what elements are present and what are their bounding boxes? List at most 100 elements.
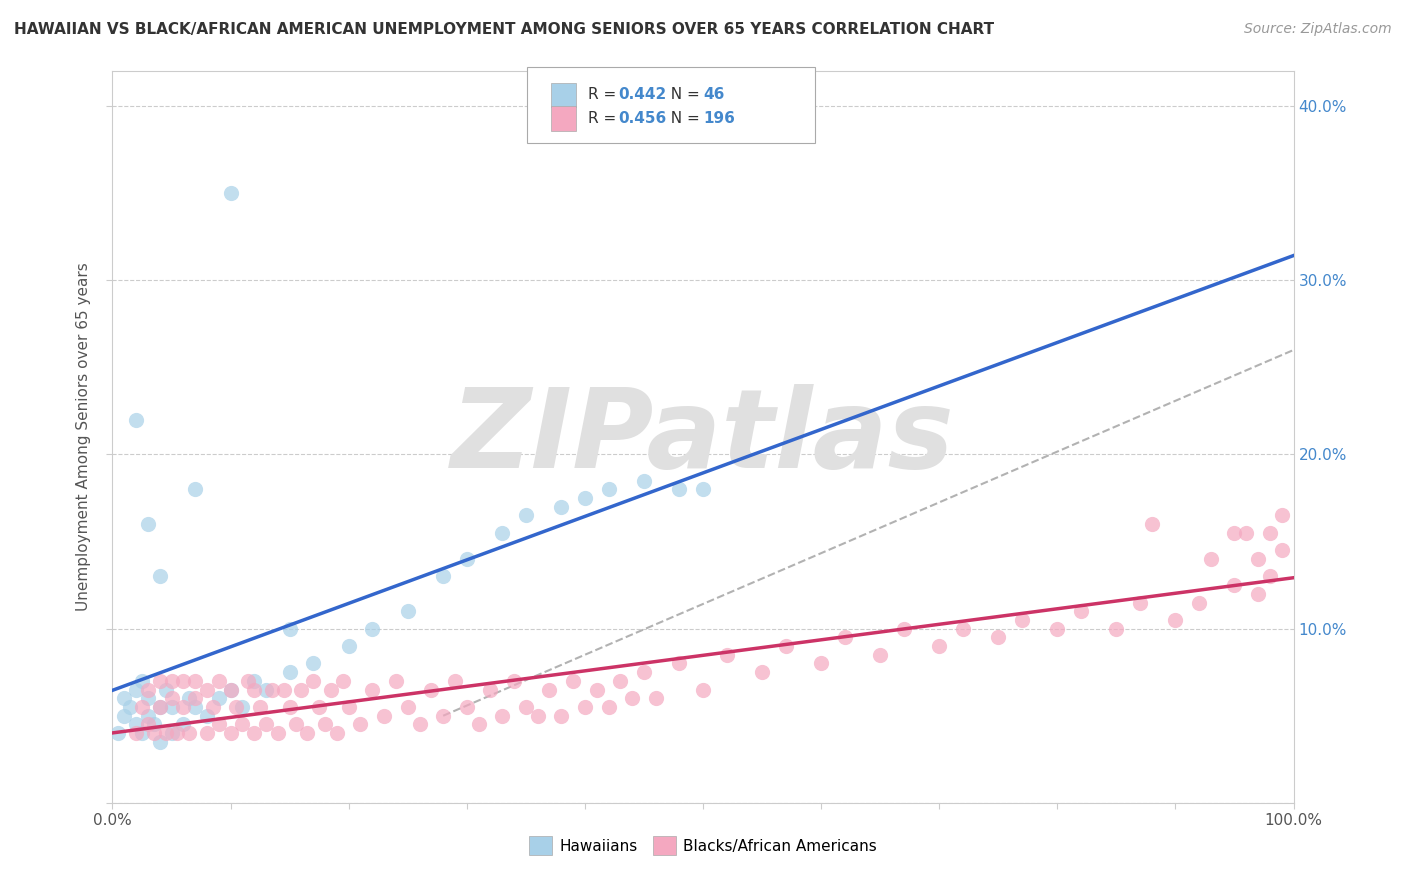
- Point: [149, 735, 172, 749]
- Point: [396, 604, 419, 618]
- Point: [278, 665, 301, 680]
- Point: [125, 726, 148, 740]
- Point: [125, 717, 148, 731]
- Point: [1046, 622, 1069, 636]
- Point: [149, 673, 172, 688]
- Point: [195, 726, 218, 740]
- Point: [254, 717, 277, 731]
- Point: [166, 726, 188, 740]
- Text: Source: ZipAtlas.com: Source: ZipAtlas.com: [1244, 22, 1392, 37]
- Point: [1271, 508, 1294, 523]
- Point: [1223, 578, 1246, 592]
- Point: [131, 673, 153, 688]
- Point: [598, 483, 620, 497]
- Point: [1070, 604, 1092, 618]
- Point: [243, 673, 266, 688]
- Point: [574, 491, 596, 505]
- Point: [160, 673, 183, 688]
- Point: [456, 552, 478, 566]
- Point: [155, 682, 177, 697]
- Point: [609, 673, 631, 688]
- Point: [314, 717, 336, 731]
- Point: [243, 682, 266, 697]
- Point: [302, 657, 325, 671]
- Point: [385, 673, 408, 688]
- Point: [254, 682, 277, 697]
- Point: [633, 665, 655, 680]
- Point: [225, 700, 247, 714]
- Point: [396, 700, 419, 714]
- Point: [337, 639, 360, 653]
- Point: [125, 682, 148, 697]
- Point: [136, 717, 159, 731]
- Point: [112, 708, 135, 723]
- Point: [893, 622, 915, 636]
- Point: [1129, 595, 1152, 609]
- Point: [1164, 613, 1187, 627]
- Point: [479, 682, 502, 697]
- Point: [136, 517, 159, 532]
- Point: [668, 483, 690, 497]
- Point: [326, 726, 349, 740]
- Text: ZIPatlas: ZIPatlas: [451, 384, 955, 491]
- Point: [160, 726, 183, 740]
- Point: [219, 682, 242, 697]
- Point: [149, 700, 172, 714]
- Point: [1247, 587, 1270, 601]
- Point: [1011, 613, 1033, 627]
- Point: [195, 682, 218, 697]
- Text: N =: N =: [661, 87, 704, 103]
- Point: [562, 673, 585, 688]
- Text: HAWAIIAN VS BLACK/AFRICAN AMERICAN UNEMPLOYMENT AMONG SENIORS OVER 65 YEARS CORR: HAWAIIAN VS BLACK/AFRICAN AMERICAN UNEMP…: [14, 22, 994, 37]
- Point: [238, 673, 260, 688]
- Point: [869, 648, 891, 662]
- Point: [692, 483, 714, 497]
- Point: [1258, 569, 1281, 583]
- Point: [142, 726, 165, 740]
- Point: [1247, 552, 1270, 566]
- Point: [526, 708, 548, 723]
- Point: [1188, 595, 1211, 609]
- Point: [273, 682, 295, 697]
- Point: [1105, 622, 1128, 636]
- Legend: Hawaiians, Blacks/African Americans: Hawaiians, Blacks/African Americans: [523, 830, 883, 861]
- Point: [136, 691, 159, 706]
- Text: 46: 46: [703, 87, 724, 103]
- Point: [149, 700, 172, 714]
- Point: [408, 717, 430, 731]
- Point: [444, 673, 467, 688]
- Point: [1199, 552, 1222, 566]
- Point: [290, 682, 312, 697]
- Point: [302, 673, 325, 688]
- Point: [136, 708, 159, 723]
- Point: [179, 691, 201, 706]
- Point: [208, 717, 231, 731]
- Point: [125, 412, 148, 426]
- Point: [172, 700, 194, 714]
- Point: [278, 622, 301, 636]
- Point: [668, 657, 690, 671]
- Point: [160, 691, 183, 706]
- Point: [361, 682, 384, 697]
- Point: [160, 700, 183, 714]
- Point: [550, 500, 572, 514]
- Point: [456, 700, 478, 714]
- Point: [112, 691, 135, 706]
- Point: [249, 700, 271, 714]
- Point: [184, 673, 207, 688]
- Point: [810, 657, 832, 671]
- Point: [208, 691, 231, 706]
- Point: [1223, 525, 1246, 540]
- Text: 196: 196: [703, 111, 735, 126]
- Point: [308, 700, 330, 714]
- Point: [420, 682, 443, 697]
- Point: [467, 717, 489, 731]
- Text: R =: R =: [588, 111, 621, 126]
- Point: [834, 631, 856, 645]
- Point: [219, 186, 242, 201]
- Point: [184, 700, 207, 714]
- Point: [195, 708, 218, 723]
- Point: [107, 726, 129, 740]
- Point: [585, 682, 607, 697]
- Point: [284, 717, 307, 731]
